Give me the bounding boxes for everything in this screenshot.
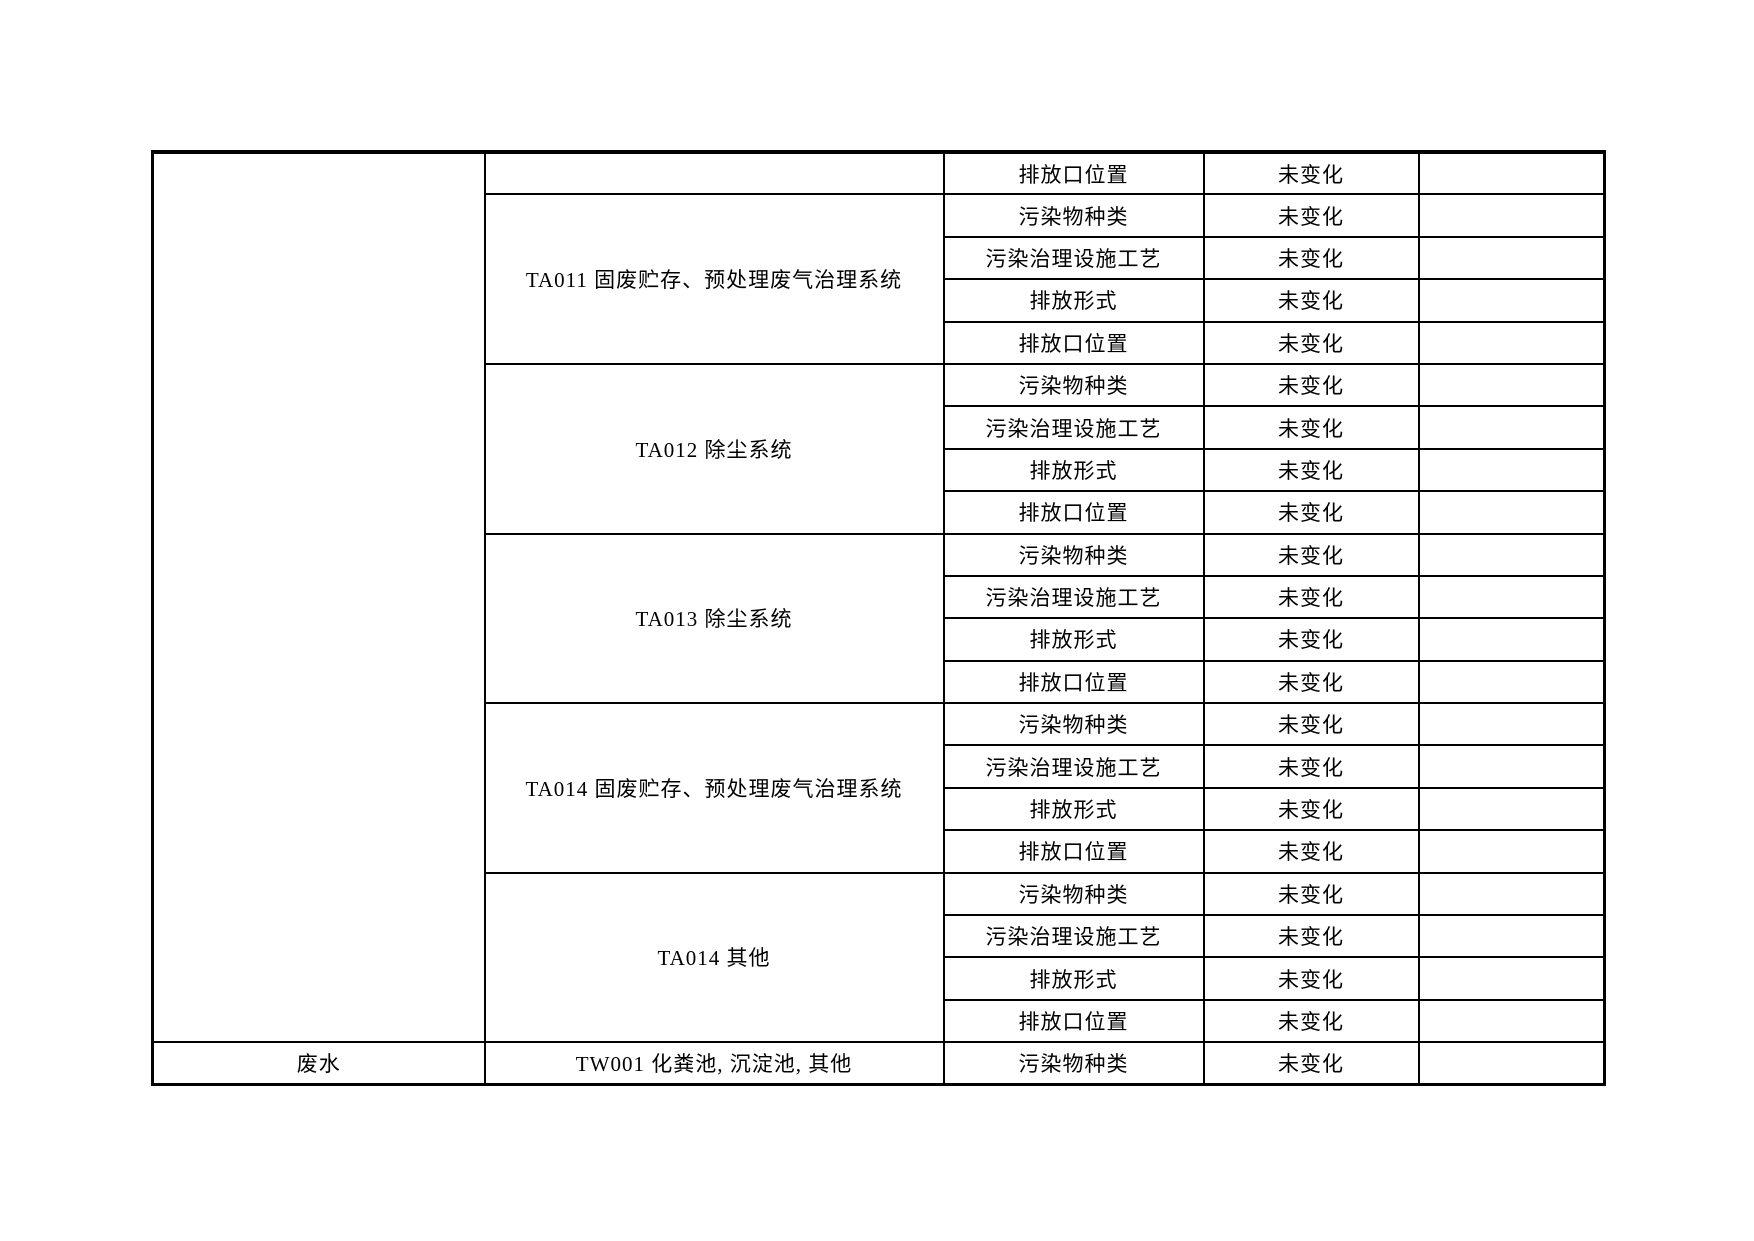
- system-cell: [483, 150, 945, 196]
- attribute-cell: 排放形式: [942, 278, 1205, 323]
- status-cell: 未变化: [1202, 362, 1420, 408]
- table-row: 排放形式 未变化: [153, 956, 1606, 1001]
- table-row: 污染治理设施工艺 未变化: [153, 405, 1606, 450]
- attribute-cell: 污染治理设施工艺: [942, 574, 1205, 620]
- status-cell: 未变化: [1202, 193, 1420, 238]
- table-row: 污染治理设施工艺 未变化: [153, 574, 1606, 620]
- status-cell: 未变化: [1202, 702, 1420, 747]
- attribute-cell: 排放口位置: [942, 829, 1205, 874]
- note-cell: [1417, 871, 1606, 917]
- table-row: 排放口位置 未变化: [153, 829, 1606, 874]
- attribute-cell: 污染治理设施工艺: [942, 235, 1205, 281]
- attribute-cell: 污染物种类: [942, 871, 1205, 917]
- system-cell: TA014 固废贮存、预处理废气治理系统: [483, 702, 945, 874]
- status-cell: 未变化: [1202, 320, 1420, 365]
- table-row: 排放形式 未变化: [153, 278, 1606, 323]
- system-cell: TW001 化粪池, 沉淀池, 其他: [483, 1041, 945, 1086]
- status-cell: 未变化: [1202, 617, 1420, 662]
- status-cell: 未变化: [1202, 659, 1420, 705]
- system-cell: TA011 固废贮存、预处理废气治理系统: [483, 193, 945, 365]
- note-cell: [1417, 362, 1606, 408]
- note-cell: [1417, 829, 1606, 874]
- note-cell: [1417, 278, 1606, 323]
- note-cell: [1417, 490, 1606, 535]
- attribute-cell: 排放口位置: [942, 490, 1205, 535]
- attribute-cell: 排放形式: [942, 617, 1205, 662]
- note-cell: [1417, 786, 1606, 832]
- attribute-cell: 污染治理设施工艺: [942, 405, 1205, 450]
- status-cell: 未变化: [1202, 532, 1420, 577]
- table-row: 污染治理设施工艺 未变化: [153, 235, 1606, 281]
- system-cell: TA012 除尘系统: [483, 362, 945, 535]
- note-cell: [1417, 447, 1606, 493]
- attribute-cell: 污染物种类: [942, 532, 1205, 577]
- note-cell: [1417, 956, 1606, 1001]
- system-cell: TA013 除尘系统: [483, 532, 945, 705]
- table-row: 排放口位置 未变化: [153, 659, 1606, 705]
- note-cell: [1417, 744, 1606, 789]
- attribute-cell: 污染治理设施工艺: [942, 744, 1205, 789]
- table-row: 排放形式 未变化: [153, 617, 1606, 662]
- table-row: 污染治理设施工艺 未变化: [153, 744, 1606, 789]
- status-cell: 未变化: [1202, 1041, 1420, 1086]
- status-cell: 未变化: [1202, 786, 1420, 832]
- status-cell: 未变化: [1202, 447, 1420, 493]
- note-cell: [1417, 702, 1606, 747]
- table-row: 废水 TW001 化粪池, 沉淀池, 其他 污染物种类 未变化: [151, 1041, 1606, 1086]
- attribute-cell: 污染物种类: [942, 702, 1205, 747]
- table-row: TA011 固废贮存、预处理废气治理系统 污染物种类 未变化: [153, 193, 1606, 365]
- attribute-cell: 排放口位置: [942, 998, 1205, 1044]
- note-cell: [1417, 574, 1606, 620]
- status-cell: 未变化: [1202, 829, 1420, 874]
- attribute-cell: 污染物种类: [942, 362, 1205, 408]
- table-row: TA014 固废贮存、预处理废气治理系统 污染物种类 未变化: [153, 702, 1606, 874]
- table-row: TA013 除尘系统 污染物种类 未变化: [153, 532, 1606, 705]
- status-cell: 未变化: [1202, 405, 1420, 450]
- table-row: 污染治理设施工艺 未变化: [153, 914, 1606, 959]
- note-cell: [1417, 235, 1606, 281]
- table-row: 排放形式 未变化: [153, 447, 1606, 493]
- attribute-cell: 污染物种类: [942, 1041, 1205, 1086]
- attribute-cell: 排放口位置: [942, 320, 1205, 365]
- status-cell: 未变化: [1202, 956, 1420, 1001]
- pollution-facility-change-table: 排放口位置 未变化 TA011 固废贮存、预处理废气治理系统 污染物种类 未变化…: [151, 150, 1606, 1087]
- note-cell: [1417, 320, 1606, 365]
- attribute-cell: 污染物种类: [942, 193, 1205, 238]
- table-row: 排放口位置 未变化: [153, 490, 1606, 535]
- table-row: 排放口位置 未变化: [153, 320, 1606, 365]
- attribute-cell: 排放形式: [942, 956, 1205, 1001]
- note-cell: [1417, 998, 1606, 1044]
- attribute-cell: 排放口位置: [942, 659, 1205, 705]
- note-cell: [1417, 193, 1606, 238]
- status-cell: 未变化: [1202, 235, 1420, 281]
- status-cell: 未变化: [1202, 490, 1420, 535]
- note-cell: [1417, 532, 1606, 577]
- attribute-cell: 污染治理设施工艺: [942, 914, 1205, 959]
- attribute-cell: 排放形式: [942, 447, 1205, 493]
- table-row: TA014 其他 污染物种类 未变化: [153, 871, 1606, 1044]
- attribute-cell: 排放口位置: [942, 150, 1205, 196]
- system-cell: TA014 其他: [483, 871, 945, 1044]
- category-cell: 废水: [151, 1041, 486, 1086]
- attribute-cell: 排放形式: [942, 786, 1205, 832]
- table-row: 排放口位置 未变化: [153, 998, 1606, 1044]
- table-row: 排放形式 未变化: [153, 786, 1606, 832]
- status-cell: 未变化: [1202, 998, 1420, 1044]
- status-cell: 未变化: [1202, 278, 1420, 323]
- status-cell: 未变化: [1202, 871, 1420, 917]
- note-cell: [1417, 914, 1606, 959]
- status-cell: 未变化: [1202, 574, 1420, 620]
- note-cell: [1417, 405, 1606, 450]
- status-cell: 未变化: [1202, 150, 1420, 196]
- table-row: 排放口位置 未变化: [151, 150, 1606, 1044]
- status-cell: 未变化: [1202, 744, 1420, 789]
- note-cell: [1417, 659, 1606, 705]
- note-cell: [1417, 617, 1606, 662]
- note-cell: [1417, 1041, 1606, 1086]
- category-cell: [151, 150, 486, 1044]
- note-cell: [1417, 150, 1606, 196]
- table-row: TA012 除尘系统 污染物种类 未变化: [153, 362, 1606, 535]
- status-cell: 未变化: [1202, 914, 1420, 959]
